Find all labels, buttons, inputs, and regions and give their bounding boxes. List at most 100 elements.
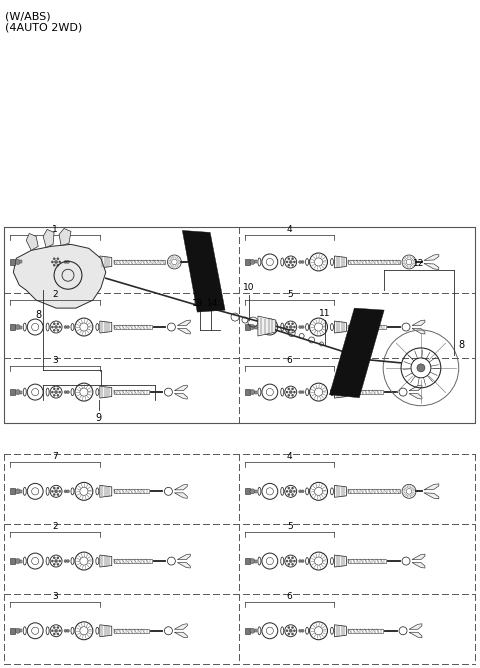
Circle shape xyxy=(54,629,58,633)
Circle shape xyxy=(57,627,59,629)
Circle shape xyxy=(301,261,304,263)
Polygon shape xyxy=(100,625,112,637)
Bar xyxy=(114,559,152,563)
Circle shape xyxy=(250,558,255,564)
Circle shape xyxy=(288,633,290,635)
Bar xyxy=(20,391,22,393)
Polygon shape xyxy=(335,321,347,333)
Circle shape xyxy=(250,325,255,329)
Circle shape xyxy=(67,560,70,562)
Circle shape xyxy=(291,494,294,496)
Bar xyxy=(245,324,250,330)
Circle shape xyxy=(15,389,20,395)
Bar xyxy=(114,260,166,264)
Circle shape xyxy=(250,259,255,265)
Circle shape xyxy=(51,630,53,632)
Bar xyxy=(245,259,250,265)
Circle shape xyxy=(54,490,58,493)
Polygon shape xyxy=(424,493,439,499)
Circle shape xyxy=(57,487,59,489)
Bar xyxy=(255,629,257,632)
Circle shape xyxy=(64,391,67,393)
Text: 12: 12 xyxy=(413,259,425,269)
Polygon shape xyxy=(424,484,439,490)
Circle shape xyxy=(54,559,58,562)
Circle shape xyxy=(53,556,55,559)
Bar xyxy=(245,628,250,634)
Circle shape xyxy=(299,391,301,393)
Circle shape xyxy=(54,261,58,264)
Circle shape xyxy=(64,490,67,493)
Circle shape xyxy=(288,258,290,260)
Bar xyxy=(348,390,383,394)
Circle shape xyxy=(53,627,55,629)
Polygon shape xyxy=(335,256,347,268)
Circle shape xyxy=(54,325,58,329)
Text: 6: 6 xyxy=(287,592,293,601)
Polygon shape xyxy=(174,624,187,629)
Circle shape xyxy=(288,487,290,489)
Polygon shape xyxy=(424,263,439,269)
Circle shape xyxy=(15,325,20,329)
Polygon shape xyxy=(412,320,425,325)
Circle shape xyxy=(15,629,20,633)
Polygon shape xyxy=(26,233,38,250)
Circle shape xyxy=(291,388,294,390)
Circle shape xyxy=(291,487,294,489)
Bar xyxy=(11,389,15,395)
Circle shape xyxy=(286,630,288,632)
Circle shape xyxy=(291,556,294,559)
Circle shape xyxy=(67,325,70,329)
Circle shape xyxy=(59,326,61,328)
Polygon shape xyxy=(189,255,204,261)
Circle shape xyxy=(293,490,296,492)
Circle shape xyxy=(51,560,53,562)
Bar xyxy=(11,259,15,265)
Circle shape xyxy=(53,494,55,496)
Circle shape xyxy=(51,326,53,328)
Circle shape xyxy=(57,494,59,496)
Circle shape xyxy=(288,329,290,331)
Text: 14: 14 xyxy=(206,299,218,308)
Circle shape xyxy=(57,323,59,325)
Polygon shape xyxy=(43,229,54,247)
Circle shape xyxy=(291,633,294,635)
Circle shape xyxy=(417,364,425,372)
Circle shape xyxy=(57,329,59,331)
Polygon shape xyxy=(100,555,112,567)
Polygon shape xyxy=(174,484,187,490)
Circle shape xyxy=(293,630,296,632)
Polygon shape xyxy=(329,308,384,397)
Text: 10: 10 xyxy=(243,283,255,292)
Circle shape xyxy=(51,391,53,393)
Circle shape xyxy=(288,627,290,629)
Circle shape xyxy=(59,630,61,632)
Bar xyxy=(20,325,22,329)
Circle shape xyxy=(67,490,70,493)
Circle shape xyxy=(291,323,294,325)
Bar xyxy=(348,490,400,494)
Bar xyxy=(11,628,15,634)
Polygon shape xyxy=(100,321,112,333)
Bar xyxy=(348,559,386,563)
Polygon shape xyxy=(412,562,425,568)
Bar xyxy=(11,488,15,494)
Circle shape xyxy=(291,394,294,396)
Polygon shape xyxy=(174,493,187,498)
Circle shape xyxy=(59,391,61,393)
Circle shape xyxy=(293,326,296,328)
Polygon shape xyxy=(189,263,204,269)
Circle shape xyxy=(53,329,55,331)
Bar xyxy=(348,325,386,329)
Circle shape xyxy=(250,489,255,494)
Circle shape xyxy=(57,563,59,565)
Circle shape xyxy=(53,633,55,635)
Circle shape xyxy=(15,259,20,265)
Circle shape xyxy=(53,323,55,325)
Text: 7: 7 xyxy=(52,452,58,462)
Polygon shape xyxy=(178,320,190,325)
Circle shape xyxy=(286,391,288,393)
Circle shape xyxy=(64,629,67,632)
Polygon shape xyxy=(178,554,190,560)
Circle shape xyxy=(301,490,304,493)
